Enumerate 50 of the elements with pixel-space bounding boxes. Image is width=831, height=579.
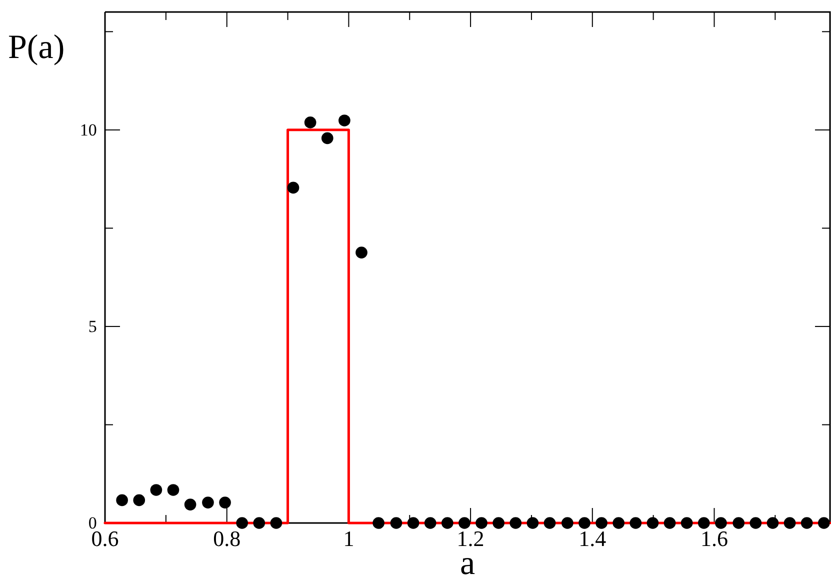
point — [750, 517, 762, 529]
y-tick-label: 5 — [88, 316, 97, 336]
point — [184, 498, 196, 510]
point — [698, 517, 710, 529]
point — [732, 517, 745, 529]
point — [766, 517, 779, 529]
point — [407, 517, 420, 529]
point — [680, 517, 693, 529]
x-tick-label: 1.4 — [578, 526, 606, 551]
point — [510, 517, 522, 529]
point — [150, 484, 162, 496]
point — [476, 517, 488, 529]
point — [544, 517, 556, 529]
point — [646, 517, 659, 529]
point — [304, 116, 316, 128]
y-tick-label: 10 — [80, 120, 97, 140]
point — [612, 517, 625, 529]
point — [356, 246, 368, 258]
point — [630, 517, 642, 529]
point — [818, 517, 830, 529]
point — [202, 496, 214, 508]
point — [562, 517, 574, 529]
point — [287, 182, 300, 194]
point — [321, 132, 334, 144]
y-tick-label: 0 — [88, 513, 97, 532]
y-axis-title: P(a) — [8, 29, 65, 66]
x-tick-label: 1.6 — [700, 526, 728, 551]
point — [372, 517, 384, 529]
point — [236, 517, 248, 529]
point — [526, 517, 539, 529]
point — [167, 484, 180, 496]
point — [800, 517, 813, 529]
point — [338, 114, 350, 126]
point — [715, 517, 727, 529]
point — [578, 517, 590, 529]
x-tick-label: 1 — [343, 526, 354, 551]
point — [664, 517, 676, 529]
x-tick-label: 0.8 — [213, 526, 241, 551]
point — [219, 496, 231, 508]
point — [441, 517, 454, 529]
point — [492, 517, 504, 529]
point — [253, 517, 266, 529]
point — [390, 517, 402, 529]
point — [270, 517, 282, 529]
point — [133, 494, 146, 506]
point — [458, 517, 470, 529]
point — [784, 517, 796, 529]
point — [116, 494, 128, 506]
point — [424, 517, 436, 529]
point — [596, 517, 608, 529]
